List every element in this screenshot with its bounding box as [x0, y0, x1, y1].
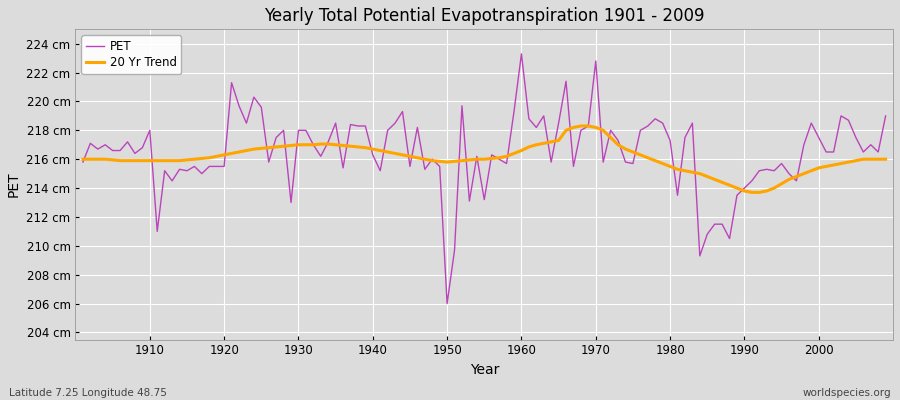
20 Yr Trend [508, 151, 519, 156]
PET [516, 52, 526, 56]
PET [301, 128, 311, 133]
20 Yr Trend [880, 157, 891, 162]
Legend: PET, 20 Yr Trend: PET, 20 Yr Trend [81, 35, 182, 74]
PET [531, 125, 542, 130]
Line: 20 Yr Trend: 20 Yr Trend [83, 126, 886, 192]
Line: PET: PET [83, 54, 886, 304]
Text: worldspecies.org: worldspecies.org [803, 388, 891, 398]
Title: Yearly Total Potential Evapotranspiration 1901 - 2009: Yearly Total Potential Evapotranspiratio… [264, 7, 705, 25]
20 Yr Trend [301, 142, 311, 147]
PET [77, 160, 88, 164]
PET [137, 145, 148, 150]
X-axis label: Year: Year [470, 363, 499, 377]
PET [620, 160, 631, 164]
20 Yr Trend [516, 148, 526, 153]
Y-axis label: PET: PET [7, 172, 21, 197]
Text: Latitude 7.25 Longitude 48.75: Latitude 7.25 Longitude 48.75 [9, 388, 166, 398]
20 Yr Trend [746, 190, 757, 195]
PET [524, 116, 535, 121]
PET [442, 301, 453, 306]
20 Yr Trend [613, 142, 624, 147]
PET [880, 114, 891, 118]
20 Yr Trend [575, 124, 586, 128]
PET [345, 122, 356, 127]
20 Yr Trend [137, 158, 148, 163]
20 Yr Trend [77, 157, 88, 162]
20 Yr Trend [345, 144, 356, 149]
